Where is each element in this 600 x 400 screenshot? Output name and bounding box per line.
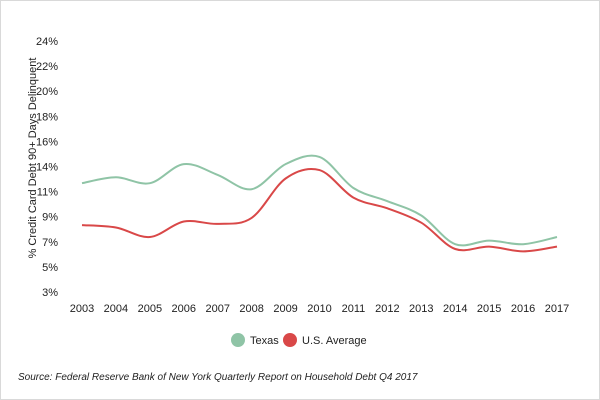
series-line-us-average [81, 167, 558, 253]
x-tick-label: 2003 [70, 303, 94, 315]
legend-label: Texas [250, 335, 279, 347]
y-tick-label: 16% [36, 136, 58, 148]
y-tick-label: 7% [42, 237, 58, 249]
y-tick-label: 3% [42, 287, 58, 299]
x-tick-label: 2011 [342, 303, 366, 315]
x-tick-label: 2009 [273, 303, 297, 315]
x-axis-ticks: 2003 2004 2005 2006 2007 2008 2009 2010 2011 2012… [70, 303, 569, 315]
y-tick-label: 9% [42, 212, 58, 224]
y-tick-label: 20% [36, 86, 58, 98]
y-tick-label: 14% [36, 162, 58, 174]
y-axis-label: % Credit Card Debt 90+ Days Delinquent [27, 58, 39, 259]
legend: Texas U.S. Average [231, 333, 367, 347]
legend-marker [231, 333, 245, 347]
x-tick-label: 2006 [172, 303, 196, 315]
series-lines [81, 154, 558, 253]
source-note: Source: Federal Reserve Bank of New York… [18, 372, 418, 383]
legend-label: U.S. Average [302, 335, 367, 347]
x-tick-label: 2010 [307, 303, 331, 315]
x-tick-label: 2005 [138, 303, 162, 315]
x-tick-label: 2007 [205, 303, 229, 315]
y-axis-ticks: 3% 5% 7% 9% 11% 14% 16% 18% 20% 22% 24% [36, 36, 58, 299]
x-tick-label: 2017 [545, 303, 569, 315]
x-tick-label: 2008 [239, 303, 263, 315]
series-line-texas [81, 154, 558, 247]
x-tick-label: 2014 [443, 303, 467, 315]
x-tick-label: 2015 [477, 303, 501, 315]
x-tick-label: 2013 [409, 303, 433, 315]
x-tick-label: 2004 [104, 303, 128, 315]
x-tick-label: 2012 [375, 303, 399, 315]
y-tick-label: 11% [37, 187, 58, 199]
y-tick-label: 5% [42, 262, 58, 274]
y-tick-label: 18% [36, 111, 58, 123]
y-tick-label: 22% [36, 61, 58, 73]
y-tick-label: 24% [36, 36, 58, 48]
x-tick-label: 2016 [511, 303, 535, 315]
legend-marker [283, 333, 297, 347]
